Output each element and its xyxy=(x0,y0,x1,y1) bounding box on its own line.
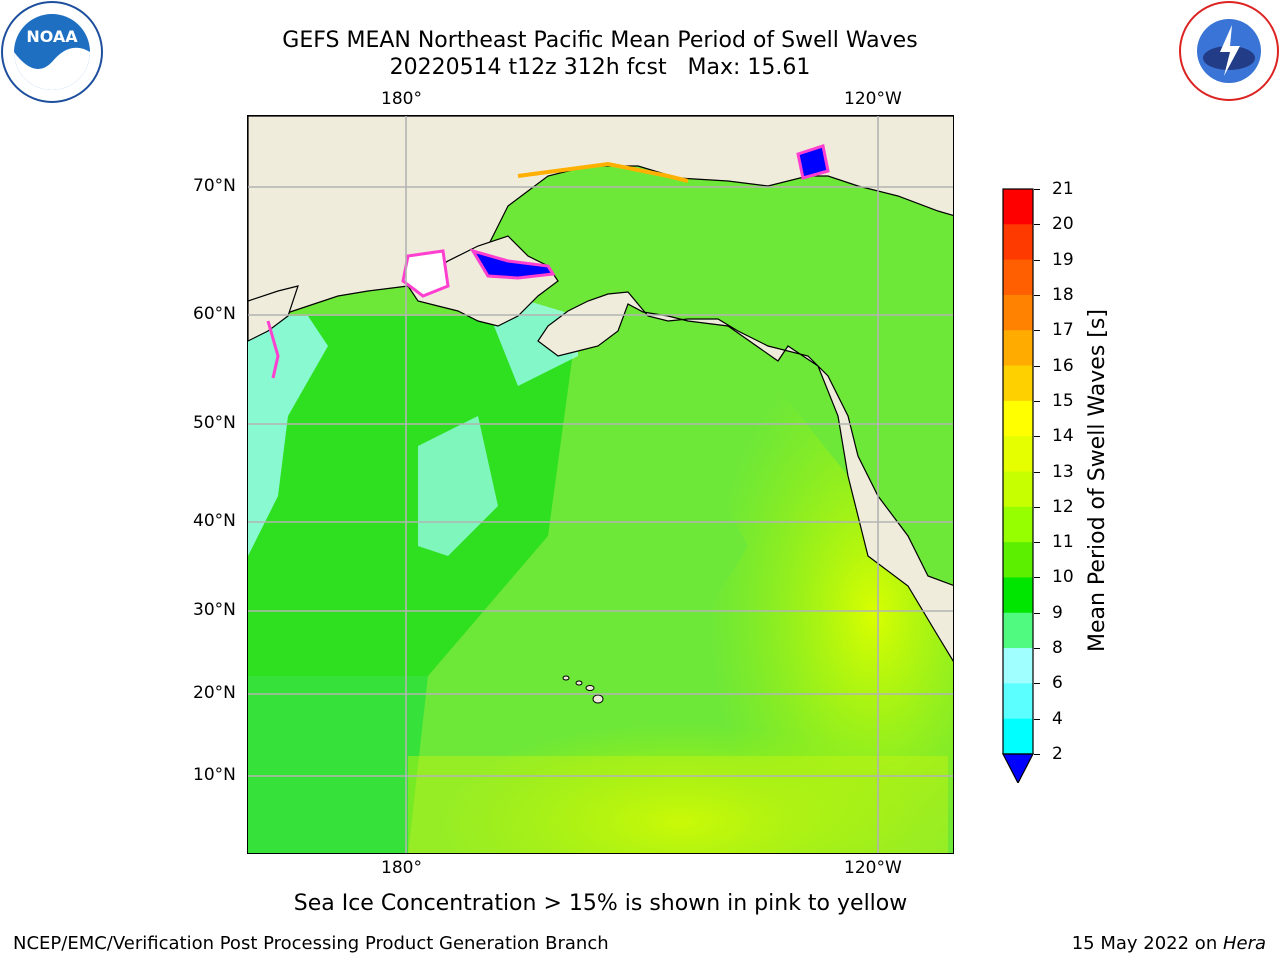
lat-label-20n: 20°N xyxy=(193,683,236,703)
ocean-field-green xyxy=(248,316,578,716)
lat-label-40n: 40°N xyxy=(193,511,236,531)
sea-ice-chukotka xyxy=(401,249,450,298)
colorbar-tick-mark xyxy=(1034,506,1040,508)
lat-label-50n: 50°N xyxy=(193,413,236,433)
colorbar-tick-label: 8 xyxy=(1052,638,1063,659)
map-panel xyxy=(247,115,954,854)
lon-label-bottom-120w: 120°W xyxy=(844,858,902,878)
colorbar-segment xyxy=(1003,365,1033,402)
colorbar-tick-label: 18 xyxy=(1052,284,1074,305)
colorbar-under-extension xyxy=(1002,753,1034,785)
land-north-america xyxy=(537,291,953,662)
colorbar-tick-mark xyxy=(1034,612,1040,614)
colorbar-tick-label: 15 xyxy=(1052,390,1074,411)
colorbar-scale xyxy=(1002,188,1034,785)
sea-ice-edge-kamchatka xyxy=(266,320,280,379)
colorbar-tick-mark xyxy=(1034,330,1040,332)
lat-label-70n: 70°N xyxy=(193,176,236,196)
colorbar xyxy=(1002,188,1034,785)
colorbar-segment xyxy=(1003,648,1033,684)
lat-label-10n: 10°N xyxy=(193,765,236,785)
colorbar-tick-mark xyxy=(1034,294,1040,296)
colorbar-segment xyxy=(1003,542,1033,578)
date-footer-prefix: 15 May 2022 on xyxy=(1071,933,1223,954)
land-alaska-west xyxy=(407,235,559,327)
colorbar-tick-label: 12 xyxy=(1052,496,1074,517)
colorbar-tick-mark xyxy=(1034,189,1040,190)
ocean-field-cyan-west xyxy=(248,316,328,556)
colorbar-segment xyxy=(1003,577,1033,614)
colorbar-tick-mark xyxy=(1034,648,1040,650)
colorbar-segment xyxy=(1003,224,1033,261)
noaa-logo: NOAA xyxy=(0,0,104,104)
date-footer: 15 May 2022 on Hera xyxy=(1072,933,1266,954)
lon-label-bottom-180: 180° xyxy=(381,858,422,878)
colorbar-tick-label: 4 xyxy=(1052,708,1063,729)
colorbar-segment xyxy=(1003,612,1033,649)
colorbar-segment xyxy=(1003,330,1033,367)
colorbar-segment xyxy=(1003,189,1033,225)
colorbar-tick-mark xyxy=(1034,683,1040,685)
date-footer-host: Hera xyxy=(1222,933,1266,954)
land-kamchatka xyxy=(248,285,299,342)
colorbar-tick-label: 2 xyxy=(1052,744,1063,764)
colorbar-tick-label: 11 xyxy=(1052,532,1074,553)
colorbar-outline xyxy=(1002,188,1034,755)
land-hawaii xyxy=(562,675,604,704)
ocean-field-green-south xyxy=(248,676,428,853)
colorbar-segment xyxy=(1003,718,1033,755)
lon-label-top-180: 180° xyxy=(381,89,422,109)
colorbar-segment xyxy=(1003,400,1033,437)
chart-title-line2: 20220514 t12z 312h fcst Max: 15.61 xyxy=(389,55,811,80)
lon-label-top-120w: 120°W xyxy=(844,89,902,109)
colorbar-tick-label: 20 xyxy=(1052,214,1074,235)
graticule xyxy=(248,116,953,853)
colorbar-tick-mark xyxy=(1034,471,1040,473)
sea-ice-edge-arctic xyxy=(517,161,689,183)
colorbar-tick-mark xyxy=(1034,365,1040,367)
sea-ice-bering xyxy=(469,248,556,280)
colorbar-tick-label: 14 xyxy=(1052,426,1074,447)
chart-title-line1: GEFS MEAN Northeast Pacific Mean Period … xyxy=(282,28,918,53)
colorbar-tick-label: 19 xyxy=(1052,249,1074,270)
colorbar-tick-mark xyxy=(1034,577,1040,579)
sea-ice-note: Sea Ice Concentration > 15% is shown in … xyxy=(293,891,908,916)
noaa-logo-text: NOAA xyxy=(26,27,78,46)
colorbar-ticks: 21 20 19 18 17 16 15 14 13 12 11 10 9 8 6 4 2 xyxy=(1034,0,1092,960)
swell-period-map xyxy=(248,116,953,853)
colorbar-tick-mark xyxy=(1034,259,1040,261)
colorbar-segment xyxy=(1003,471,1033,508)
colorbar-tick-mark xyxy=(1034,224,1040,226)
colorbar-segment xyxy=(1003,683,1033,720)
colorbar-tick-label: 21 xyxy=(1052,179,1074,199)
colorbar-tick-label: 10 xyxy=(1052,567,1074,588)
ocean-field-yellow-band xyxy=(408,756,948,853)
lat-label-60n: 60°N xyxy=(193,304,236,324)
colorbar-segment xyxy=(1003,294,1033,331)
colorbar-tick-mark xyxy=(1034,542,1040,544)
colorbar-tick-label: 17 xyxy=(1052,320,1074,341)
sea-ice-beaufort xyxy=(796,144,830,180)
colorbar-segment xyxy=(1003,506,1033,543)
nws-logo xyxy=(1178,0,1280,102)
colorbar-segment xyxy=(1003,259,1033,296)
colorbar-label: Mean Period of Swell Waves [s] xyxy=(1085,309,1110,652)
colorbar-tick-mark xyxy=(1034,400,1040,402)
credit-footer: NCEP/EMC/Verification Post Processing Pr… xyxy=(13,933,609,954)
ocean-field-cyan-central xyxy=(418,416,498,556)
colorbar-tick-mark xyxy=(1034,754,1040,755)
colorbar-segment xyxy=(1003,436,1033,472)
ocean-field-yellow-south xyxy=(408,636,953,853)
colorbar-tick-label: 16 xyxy=(1052,355,1074,376)
colorbar-tick-label: 13 xyxy=(1052,461,1074,482)
colorbar-tick-label: 9 xyxy=(1052,602,1063,623)
colorbar-tick-mark xyxy=(1034,718,1040,720)
lat-label-30n: 30°N xyxy=(193,600,236,620)
colorbar-tick-mark xyxy=(1034,436,1040,438)
colorbar-tick-label: 6 xyxy=(1052,673,1063,694)
